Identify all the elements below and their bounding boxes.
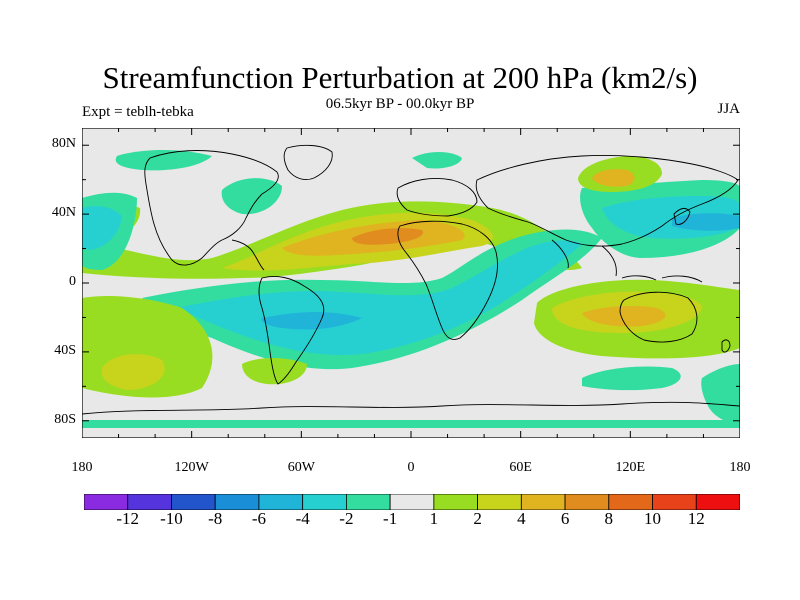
- colorbar-swatch: [345, 494, 391, 510]
- x-tick-label: 180: [71, 460, 93, 475]
- x-tick-label: 60E: [509, 460, 532, 475]
- colorbar-label: -12: [116, 509, 140, 528]
- contour-region: [221, 178, 282, 215]
- colorbar-swatch: [695, 494, 740, 510]
- colorbar-label: -4: [295, 509, 310, 528]
- colorbar-swatch: [84, 494, 129, 510]
- contour-fills: [82, 150, 740, 428]
- colorbar-swatch: [477, 494, 522, 510]
- colorbar-swatch: [258, 494, 304, 510]
- colorbar-swatch: [171, 494, 216, 510]
- colorbar-label: 6: [560, 509, 570, 528]
- colorbar-swatch: [302, 494, 347, 510]
- colorbar-label: -6: [251, 509, 266, 528]
- colorbar-label: -2: [339, 509, 354, 528]
- x-tick-label: 120W: [174, 460, 209, 475]
- colorbar-label: 2: [473, 509, 482, 528]
- contour-region: [242, 358, 307, 385]
- colorbar-label: -8: [208, 509, 223, 528]
- colorbar-swatch: [214, 494, 260, 510]
- colorbar-swatches: [84, 494, 740, 510]
- colorbar-label: 12: [687, 509, 705, 528]
- tick-marks: [82, 128, 740, 438]
- colorbar-swatch: [389, 494, 435, 510]
- chart-title: Streamfunction Perturbation at 200 hPa (…: [102, 60, 698, 95]
- season-label: JJA: [717, 101, 740, 117]
- colorbar-label: 10: [644, 509, 662, 528]
- colorbar-label: 4: [517, 509, 526, 528]
- colorbar-label: 1: [429, 509, 439, 528]
- colorbar-swatch: [127, 494, 172, 510]
- experiment-label: Expt = teblh-tebka: [82, 104, 194, 120]
- x-tick-label: 180: [729, 460, 751, 475]
- contour-region: [592, 169, 635, 187]
- colorbar-swatch: [433, 494, 479, 510]
- contour-region: [582, 366, 681, 391]
- contour-region: [412, 152, 462, 169]
- y-tick-label: 40N: [51, 205, 76, 221]
- coastlines: [82, 144, 740, 415]
- contour-region: [582, 305, 666, 327]
- contour-region: [82, 420, 740, 428]
- contour-region: [82, 206, 122, 250]
- y-tick-label: 80S: [54, 411, 76, 427]
- contour-region: [101, 354, 165, 390]
- contour-region: [672, 213, 740, 231]
- y-tick-label: 0: [69, 274, 76, 289]
- colorbar-label: -10: [160, 509, 183, 528]
- y-tick-label: 80N: [51, 136, 76, 152]
- colorbar-swatch: [564, 494, 610, 510]
- colorbar-label: 8: [604, 509, 614, 528]
- x-tick-label: 0: [407, 460, 415, 475]
- x-tick-label: 120E: [615, 460, 646, 475]
- x-tick-label: 60W: [287, 460, 315, 475]
- contour-region: [352, 228, 423, 245]
- contour-region: [261, 312, 362, 330]
- contour-region: [115, 150, 212, 171]
- y-tick-label: 40S: [54, 342, 76, 358]
- colorbar-swatch: [608, 494, 653, 510]
- colorbar-label: -1: [383, 509, 398, 528]
- period-label: 06.5kyr BP - 00.0kyr BP: [325, 96, 475, 112]
- contour-region: [701, 364, 740, 424]
- colorbar-swatch: [520, 494, 566, 510]
- colorbar-swatch: [652, 494, 697, 510]
- map-plot: [82, 128, 740, 438]
